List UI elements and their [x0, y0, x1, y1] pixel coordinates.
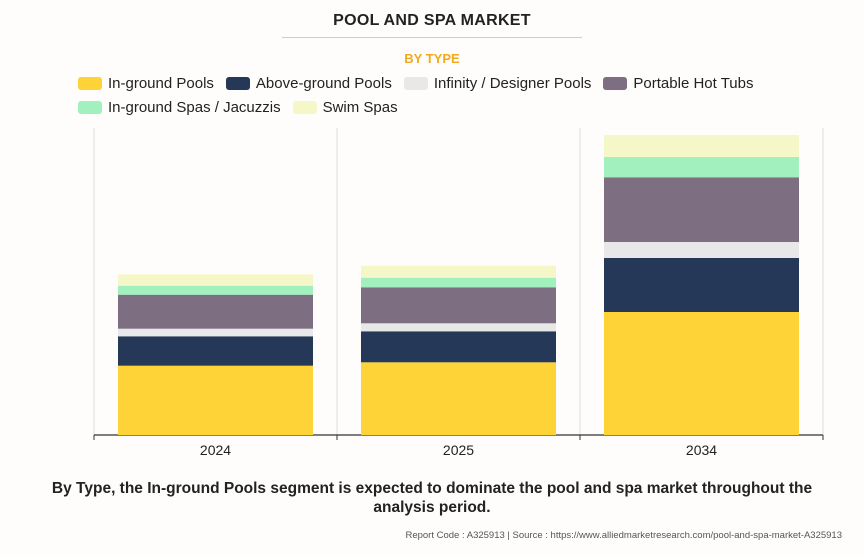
bar-segment	[604, 135, 799, 157]
legend-label: In-ground Spas / Jacuzzis	[108, 98, 281, 116]
bar-segment	[604, 258, 799, 312]
chart-title: POOL AND SPA MARKET	[333, 12, 531, 29]
bar-segment	[361, 362, 556, 435]
bar-segment	[361, 331, 556, 363]
legend-swatch	[225, 76, 250, 90]
bar-segment	[604, 312, 799, 435]
bar-segment	[361, 287, 556, 324]
legend-swatch	[78, 76, 102, 90]
legend-label: Portable Hot Tubs	[633, 74, 754, 92]
bar-segment	[118, 336, 313, 366]
bar-segment	[604, 157, 799, 178]
caption: By Type, the In-ground Pools segment is …	[51, 480, 813, 516]
legend-item: Portable Hot Tubs	[603, 71, 754, 95]
bar-segment	[361, 277, 556, 288]
bar-segment	[118, 328, 313, 337]
bar-segment	[118, 294, 313, 329]
bar-segment	[361, 323, 556, 332]
bar-segment	[118, 365, 313, 435]
bar-segment	[604, 242, 799, 258]
bar-segment	[118, 274, 313, 286]
bar-segment	[361, 265, 556, 278]
x-tick-label: 2025	[443, 442, 474, 458]
x-tick-label: 2034	[686, 442, 717, 458]
legend-item: In-ground Spas / Jacuzzis	[78, 95, 281, 119]
title-divider	[282, 37, 582, 38]
legend-label: In-ground Pools	[108, 74, 214, 92]
legend-label: Infinity / Designer Pools	[433, 74, 592, 92]
legend-label: Swim Spas	[322, 98, 398, 116]
legend-label: Above-ground Pools	[255, 74, 392, 92]
legend-item: Above-ground Pools	[225, 71, 392, 95]
legend-item: In-ground Pools	[78, 71, 214, 95]
legend-item: Infinity / Designer Pools	[403, 71, 592, 95]
legend-swatch	[603, 76, 628, 90]
source-footer: Report Code : A325913 | Source : https:/…	[405, 530, 842, 541]
legend-item: Swim Spas	[292, 95, 398, 119]
legend-swatch	[403, 76, 428, 90]
legend: In-ground Pools Above-ground Pools Infinit…	[78, 71, 838, 119]
plot-area: 2024 2025 2034	[93, 128, 824, 458]
legend-swatch	[292, 100, 317, 114]
bar-segment	[118, 285, 313, 295]
bar-segment	[604, 177, 799, 242]
legend-swatch	[78, 100, 102, 114]
chart-subtitle: BY TYPE	[404, 51, 460, 66]
x-tick-label: 2024	[200, 442, 231, 458]
